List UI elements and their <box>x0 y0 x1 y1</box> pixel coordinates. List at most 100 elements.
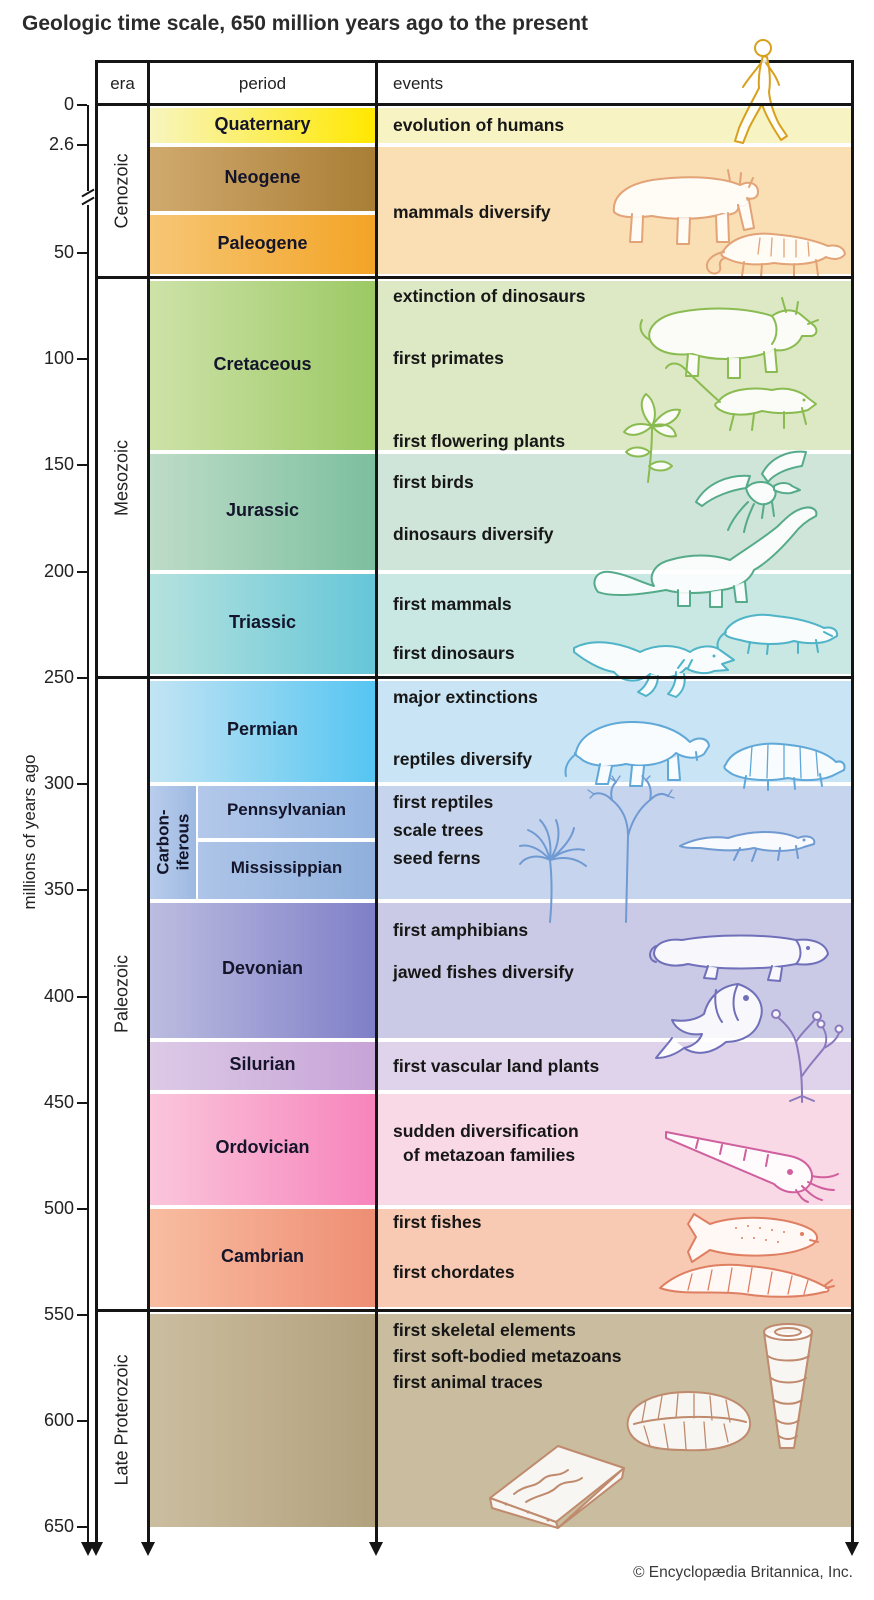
event-of-metazoan-families: of metazoan families <box>403 1145 576 1165</box>
tick-300: 300 <box>43 773 74 793</box>
trace-fossil-slab-illustration <box>462 1432 632 1529</box>
period-cell-silurian <box>150 1042 375 1090</box>
soft-bodied-metazoan-fossil-illustration <box>616 1380 762 1462</box>
event-first-soft-bodied-metazoans: first soft-bodied metazoans <box>393 1346 622 1366</box>
tick-500: 500 <box>43 1198 74 1218</box>
vascular-plant-illustration <box>760 1004 844 1103</box>
tick-50: 50 <box>53 242 74 262</box>
tick-0: 0 <box>63 94 74 114</box>
tick-600: 600 <box>43 1410 74 1430</box>
period-cell-cambrian <box>150 1209 375 1307</box>
walking-human-illustration <box>726 36 788 148</box>
theropod-illustration <box>566 618 754 700</box>
early-amphibian-illustration <box>646 924 836 984</box>
tick-150: 150 <box>43 454 74 474</box>
period-cell-permian <box>150 681 375 782</box>
period-cell-neogene <box>150 147 375 211</box>
event-dinosaurs-diversify: dinosaurs diversify <box>393 524 554 544</box>
event-first-mammals: first mammals <box>393 594 512 614</box>
era-label-cenozoic: Cenozoic <box>111 153 132 229</box>
event-first-primates: first primates <box>393 348 504 368</box>
period-cell-ordovician <box>150 1094 375 1205</box>
event-sudden-diversification: sudden diversification <box>393 1121 579 1141</box>
event-first-skeletal-elements: first skeletal elements <box>393 1320 576 1340</box>
copyright-notice: © Encyclopædia Britannica, Inc. <box>633 1564 853 1581</box>
tick-400: 400 <box>43 986 74 1006</box>
period-label-pennsylvanian: Pennsylvanian <box>226 800 347 819</box>
early-reptile-illustration <box>676 812 834 862</box>
event-first-fishes: first fishes <box>393 1212 482 1232</box>
tick-350: 350 <box>43 879 74 899</box>
period-cell-pennsylvanian <box>198 786 375 838</box>
period-cell-cretaceous <box>150 281 375 450</box>
boundary-line-present <box>95 103 854 106</box>
flowering-plant-illustration <box>606 388 694 486</box>
event-first-birds: first birds <box>393 472 474 492</box>
period-label-cambrian: Cambrian <box>220 1246 305 1266</box>
early-chordate-illustration <box>652 1250 836 1306</box>
header-top-border <box>95 60 854 63</box>
period-cell-quaternary <box>150 108 375 143</box>
period-label-permian: Permian <box>226 719 299 739</box>
event-first-amphibians: first amphibians <box>393 920 529 940</box>
period-cell-jurassic <box>150 454 375 570</box>
period-cell-carboniferous <box>150 786 196 899</box>
period-label-triassic: Triassic <box>228 612 297 632</box>
triceratops-illustration <box>636 284 832 382</box>
skeletal-tube-fossil-illustration <box>752 1322 824 1458</box>
era-label-paleozoic: Paleozoic <box>111 954 132 1034</box>
period-cell-late-proterozoic <box>150 1314 375 1527</box>
event-jawed-fishes-diversify: jawed fishes diversify <box>393 962 574 982</box>
seed-fern-illustration <box>516 816 590 923</box>
column-header-period: period <box>150 63 375 105</box>
event-first-dinosaurs: first dinosaurs <box>393 643 515 663</box>
event-first-chordates: first chordates <box>393 1262 515 1282</box>
scale-tree-illustration <box>586 775 675 923</box>
period-cell-mississippian <box>198 842 375 899</box>
era-boundary-mesozoic-paleozoic <box>95 676 854 679</box>
archaeopteryx-illustration <box>688 446 826 538</box>
nautiloid-illustration <box>662 1122 840 1203</box>
event-first-flowering-plants: first flowering plants <box>393 431 566 451</box>
period-label-ordovician: Ordovician <box>215 1137 310 1157</box>
event-reptiles-diversify: reptiles diversify <box>393 749 533 769</box>
armored-reptile-illustration <box>716 724 848 791</box>
mammal-like-reptile-illustration <box>556 694 726 788</box>
period-label-carboniferous: Carbon- iferous <box>153 809 192 875</box>
tick-250: 250 <box>43 667 74 687</box>
period-label-mississippian: Mississippian <box>230 858 343 877</box>
event-mammals-diversify: mammals diversify <box>393 202 551 222</box>
event-evolution-of-humans: evolution of humans <box>393 115 565 135</box>
early-mammal-illustration <box>712 596 844 655</box>
period-cell-paleogene <box>150 215 375 274</box>
event-major-extinctions: major extinctions <box>393 687 538 707</box>
page-title: Geologic time scale, 650 million years a… <box>22 12 589 35</box>
tick-550: 550 <box>43 1304 74 1324</box>
period-label-quaternary: Quaternary <box>214 114 311 134</box>
event-first-reptiles: first reptiles <box>393 792 494 812</box>
period-cell-triassic <box>150 574 375 674</box>
period-label-devonian: Devonian <box>221 958 304 978</box>
column-header-era: era <box>98 63 147 105</box>
era-boundary-paleozoic-proterozoic <box>95 1309 854 1312</box>
axis-break <box>83 191 93 205</box>
time-axis-line <box>87 105 89 1542</box>
era-label-late-proterozoic: Late Proterozoic <box>111 1354 132 1486</box>
era-period-divider <box>147 60 150 1542</box>
period-label-neogene: Neogene <box>224 167 301 187</box>
table-right-border <box>851 60 854 1542</box>
event-seed-ferns: seed ferns <box>393 848 481 868</box>
tick-100: 100 <box>43 348 74 368</box>
tick-200: 200 <box>43 561 74 581</box>
event-first-vascular-land-plants: first vascular land plants <box>393 1056 600 1076</box>
sauropod-illustration <box>586 500 844 610</box>
jawless-fish-illustration <box>676 1206 828 1268</box>
tick-650: 650 <box>43 1516 74 1536</box>
period-label-silurian: Silurian <box>229 1054 296 1074</box>
events-cell-ordovician <box>378 1094 851 1205</box>
striped-mammal-illustration <box>698 212 850 278</box>
era-label-mesozoic: Mesozoic <box>111 439 132 517</box>
column-header-events: events <box>378 63 866 105</box>
period-events-divider <box>375 60 378 1542</box>
